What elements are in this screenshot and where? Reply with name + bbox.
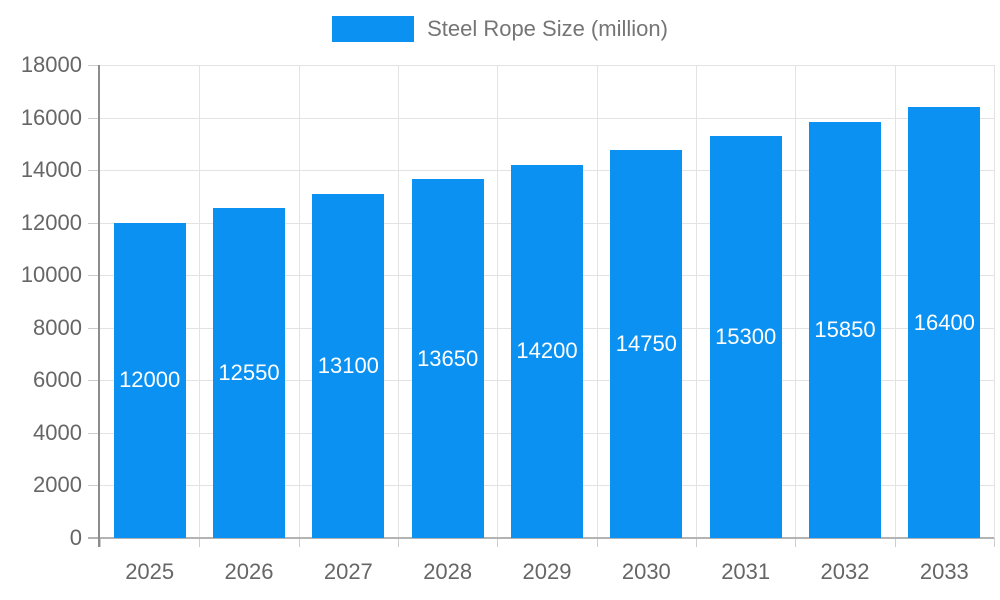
chart-legend[interactable]: Steel Rope Size (million)	[0, 16, 1000, 42]
legend-swatch	[332, 16, 415, 42]
vertical-gridline	[696, 65, 697, 538]
y-axis-tick	[88, 327, 100, 329]
x-axis-tick	[596, 538, 598, 547]
x-axis-tick	[696, 538, 697, 547]
x-axis-line	[88, 537, 994, 539]
y-axis-label: 6000	[33, 367, 82, 393]
x-axis-label: 2030	[621, 559, 671, 584]
y-axis-tick	[88, 117, 100, 119]
horizontal-gridline	[100, 117, 994, 119]
y-axis-tick	[88, 222, 100, 224]
x-axis-tick	[100, 538, 101, 547]
legend-label: Steel Rope Size (million)	[427, 16, 668, 41]
bar-2030[interactable]: 14750	[610, 150, 683, 538]
bar-value-label: 13650	[417, 345, 479, 371]
x-axis-label: 2027	[323, 559, 373, 584]
bar-2026[interactable]: 12550	[213, 208, 285, 538]
vertical-gridline	[596, 65, 598, 538]
vertical-gridline	[298, 65, 300, 538]
y-axis-label: 2000	[33, 472, 82, 498]
vertical-gridline	[398, 65, 399, 538]
y-axis-tick	[88, 275, 100, 277]
bar-2032[interactable]: 15850	[809, 121, 881, 538]
x-axis-label: 2026	[224, 559, 274, 584]
bar-value-label: 14750	[615, 331, 677, 357]
plot-area: 0 2000 4000 6000 8000 10000 12000 14000 16000 180…	[21, 52, 995, 584]
bar-2027[interactable]: 13100	[312, 193, 385, 538]
y-axis-label: 12000	[20, 209, 82, 235]
x-axis-tick	[298, 538, 300, 547]
y-axis-tick	[88, 65, 100, 66]
x-axis-tick	[994, 538, 995, 547]
x-axis-tick	[398, 538, 399, 547]
x-axis-tick	[497, 538, 499, 547]
x-axis-tick	[894, 538, 896, 547]
bar-2025[interactable]: 12000	[113, 222, 186, 538]
y-axis-label: 4000	[33, 419, 82, 445]
bar-value-label: 12000	[119, 367, 181, 393]
bar-2031[interactable]: 15300	[709, 135, 782, 538]
y-axis-tick	[88, 170, 100, 172]
vertical-gridline	[497, 65, 499, 538]
vertical-gridline	[199, 65, 201, 538]
x-axis-tick	[795, 538, 797, 547]
y-axis-label: 0	[69, 525, 82, 550]
x-axis-label: 2028	[423, 559, 473, 584]
bar-value-label: 16400	[913, 309, 975, 335]
x-axis-label: 2029	[522, 559, 572, 584]
bar-value-label: 14200	[516, 338, 578, 364]
x-axis-label: 2032	[820, 559, 870, 584]
y-axis-label: 16000	[20, 104, 82, 130]
y-axis-tick	[88, 380, 100, 382]
vertical-gridline	[894, 65, 896, 538]
x-axis-label: 2033	[919, 559, 969, 584]
horizontal-gridline	[100, 65, 994, 66]
bar-value-label: 15300	[715, 323, 777, 349]
y-axis-tick	[88, 485, 100, 487]
y-axis-label: 10000	[20, 262, 82, 288]
y-axis-tick	[88, 432, 100, 434]
y-axis-label: 14000	[20, 157, 82, 183]
x-axis-label: 2025	[125, 559, 175, 584]
bar-2029[interactable]: 14200	[511, 164, 583, 538]
bar-2028[interactable]: 13650	[411, 179, 484, 538]
y-axis-label: 18000	[20, 52, 82, 77]
y-axis-label: 8000	[33, 314, 82, 340]
y-axis-line	[98, 65, 100, 547]
bar-value-label: 12550	[218, 360, 280, 386]
bar-value-label: 13100	[317, 352, 379, 378]
vertical-gridline	[795, 65, 797, 538]
vertical-gridline	[994, 65, 995, 538]
x-axis-tick	[199, 538, 201, 547]
x-axis-label: 2031	[721, 559, 771, 584]
bar-value-label: 15850	[814, 316, 876, 342]
bar-2033[interactable]: 16400	[908, 107, 981, 538]
